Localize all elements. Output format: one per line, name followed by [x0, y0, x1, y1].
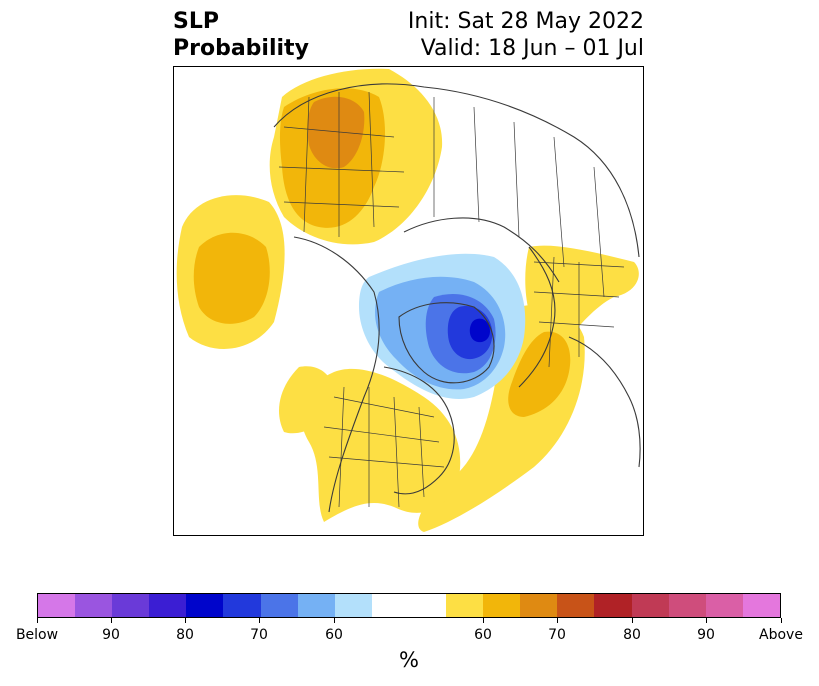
colorbar-tick-label: 80: [176, 627, 194, 643]
colorbar-tick-label: 70: [250, 627, 268, 643]
colorbar-swatch: [446, 594, 484, 617]
coastline-hudson: [383, 366, 455, 495]
init-date-label: Init: Sat 28 May 2022: [407, 9, 644, 34]
colorbar-tick-label: 90: [102, 627, 120, 643]
colorbar-tick: [631, 618, 633, 623]
colorbar-swatch: [223, 594, 261, 617]
colorbar-swatch: [260, 594, 298, 617]
border-grid-europe: [533, 256, 625, 368]
colorbar-swatch: [668, 594, 706, 617]
warm-region-north-america: [301, 368, 461, 522]
colorbar-swatch: [186, 594, 224, 617]
colorbar-swatch: [520, 594, 558, 617]
above-probability-shading: [176, 68, 639, 532]
coastline-north-america: [293, 236, 380, 513]
colorbar-tick: [482, 618, 484, 623]
warm-mid-west-lobe: [193, 232, 270, 324]
colorbar-tick: [556, 618, 558, 623]
coastline-greenland: [398, 302, 495, 384]
colorbar-tick-label: 60: [325, 627, 343, 643]
colorbar-unit-label: %: [399, 648, 419, 672]
plot-title-right: Init: Sat 28 May 2022 Valid: 18 Jun – 01…: [408, 8, 644, 62]
colorbar-tick: [705, 618, 707, 623]
colorbar-swatch: [483, 594, 521, 617]
map-panel: [173, 66, 644, 536]
colorbar-tick-label: 80: [623, 627, 641, 643]
title-line-probability: Probability: [173, 36, 309, 61]
title-line-slp: SLP: [173, 9, 219, 34]
colorbar-swatch: [557, 594, 595, 617]
colorbar-tick: [333, 618, 335, 623]
colorbar-swatch: [297, 594, 335, 617]
colorbar-tick-label: 60: [474, 627, 492, 643]
colorbar-swatch: [149, 594, 187, 617]
colorbar-swatch: [334, 594, 372, 617]
colorbar-tick: [184, 618, 186, 623]
slp-probability-map: [176, 68, 641, 532]
below-probability-shading: [359, 253, 526, 399]
colorbar-tick: [36, 618, 38, 623]
colorbar-swatch: [594, 594, 632, 617]
coastlines-and-borders: [273, 83, 641, 513]
probability-colorbar: [37, 593, 781, 618]
colorbar-tick-label: 90: [697, 627, 715, 643]
border-grid-north-america: [323, 386, 445, 508]
colorbar-tick-label: Below: [15, 627, 59, 643]
colorbar-swatch: [408, 594, 447, 617]
coastline-eurasia: [273, 83, 640, 258]
colorbar-swatch: [371, 594, 409, 617]
colorbar-swatch: [112, 594, 150, 617]
colorbar-swatch: [75, 594, 113, 617]
coastline-europe: [518, 246, 556, 388]
cool-max-core: [469, 318, 490, 343]
plot-title-left: SLP Probability: [173, 8, 309, 62]
colorbar-swatch: [38, 594, 76, 617]
colorbar-tick-label: 70: [548, 627, 566, 643]
warm-mid-atlantic: [508, 331, 571, 417]
warm-region-pacific: [279, 366, 335, 434]
valid-range-label: Valid: 18 Jun – 01 Jul: [420, 36, 644, 61]
colorbar-tick: [258, 618, 260, 623]
colorbar-swatch: [742, 594, 780, 617]
colorbar-swatch: [631, 594, 669, 617]
warm-high-eurasia: [307, 96, 365, 169]
colorbar-tick-label: Above: [759, 627, 803, 643]
colorbar-tick: [110, 618, 112, 623]
colorbar-swatch: [705, 594, 743, 617]
coastline-arctic-russia: [403, 217, 560, 283]
colorbar-tick: [780, 618, 782, 623]
border-grid-asia: [278, 91, 605, 298]
coastline-africa-top: [568, 336, 641, 468]
